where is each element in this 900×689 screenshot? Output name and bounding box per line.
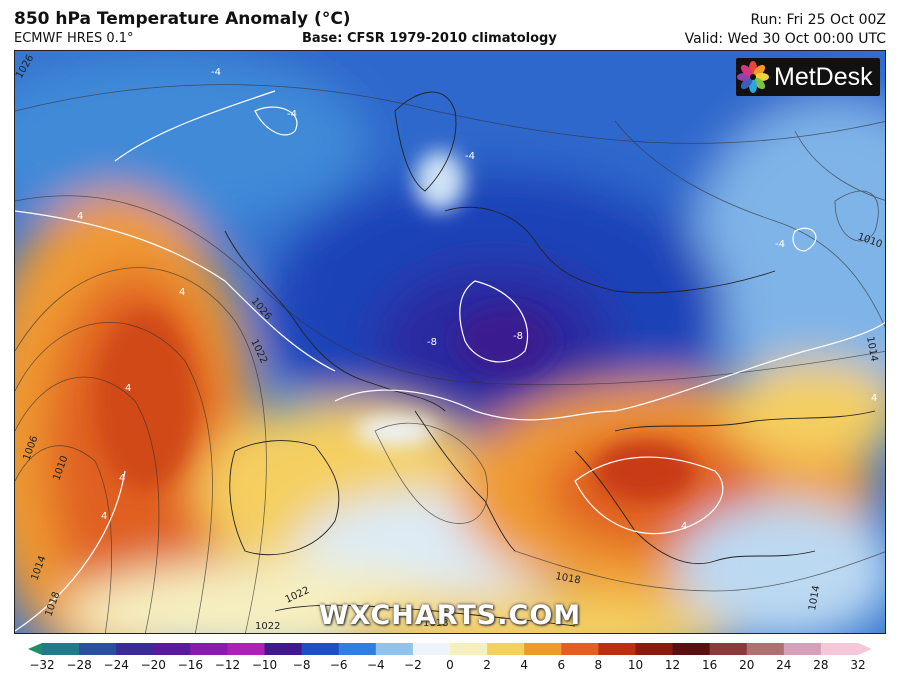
colorbar-segment [709,643,748,655]
chart-title: 850 hPa Temperature Anomaly (°C) [14,9,351,29]
colorbar-tick-label: −4 [366,658,385,672]
colorbar-tick-label: 16 [701,658,718,672]
colorbar-tick-label: −8 [292,658,311,672]
isobar-label: 1014 [864,336,879,363]
colorbar-segment [635,643,674,655]
colorbar-tick-label: 6 [557,658,566,672]
colorbar-tick-label: 28 [813,658,829,672]
colorbar-ticks: −32 −28 −24 −20 −16 −12 −10 −8 −6 −4 −2 0 2 4 6 8 10 12 16… [0,658,900,678]
colorbar-segment [79,643,117,655]
anomaly-label: 4 [681,521,687,532]
colorbar-segment [42,643,80,655]
colorbar-tick-label: 4 [520,658,528,672]
anomaly-map: 1026 1026 1022 1006 1010 1014 1018 1022 … [14,50,886,634]
anomaly-label: 4 [871,393,877,404]
colorbar-tick-label: 20 [739,658,755,672]
colorbar [28,643,872,655]
colorbar-tick-label: 24 [776,658,792,672]
colorbar-tick-label: −16 [177,658,204,672]
colorbar-segment [116,643,154,655]
colorbar-tick-label: −12 [214,658,241,672]
colorbar-tick-label: 32 [850,658,866,672]
logo-text: MetDesk [774,62,873,91]
colorbar-segment [598,643,637,655]
colorbar-segment [153,643,191,655]
model-name: ECMWF HRES 0.1° [14,31,134,46]
colorbar-tick-label: −20 [140,658,166,672]
anomaly-label: -4 [775,239,785,250]
anomaly-labels: 4 -4 -4 -8 -8 4 4 -4 -4 4 4 4 4 [77,67,877,532]
isobar-label: 1018 [423,618,448,629]
colorbar-tick-label: 0 [446,658,454,672]
colorbar-segment [264,643,303,655]
colorbar-tick-label: 8 [594,658,603,672]
anomaly-label: 4 [179,287,185,298]
colorbar-tick-label: −32 [29,658,55,672]
colorbar-segment [672,643,711,655]
colorbar-tick-label: 2 [483,658,491,672]
colorbar-tick-label: −10 [251,658,278,672]
colorbar-max-arrow [858,643,872,655]
anomaly-contours [15,90,885,632]
coastlines [224,91,876,627]
map-canvas: 1026 1026 1022 1006 1010 1014 1018 1022 … [15,51,885,633]
colorbar-segment [301,643,340,655]
watermark: WXCHARTS.COM [318,600,582,631]
climatology-base: Base: CFSR 1979-2010 climatology [302,31,557,46]
anomaly-label: 4 [77,211,83,222]
colorbar-segment [227,643,266,655]
anomaly-label: 4 [101,511,107,522]
isobar-label: 1022 [255,621,280,632]
colorbar-segment [375,643,414,655]
colorbar-segment [561,643,599,655]
colorbar-segment [524,643,562,655]
colorbar-tick-label: −28 [66,658,92,672]
anomaly-label: -8 [427,337,437,348]
metdesk-logo: MetDesk [736,58,880,96]
colorbar-segment [783,643,822,655]
colorbar-tick-label: −2 [404,658,422,672]
colorbar-segment [338,643,377,655]
colorbar-segment [487,643,525,655]
colorbar-tick-label: 10 [627,658,644,672]
colorbar-segment [746,643,785,655]
anomaly-label: -4 [287,109,297,120]
anomaly-label: -8 [513,331,523,342]
anomaly-cores [95,151,695,501]
metdesk-flower-icon [737,61,769,93]
run-time: Run: Fri 25 Oct 00Z [750,12,886,28]
colorbar-tick-label: 12 [664,658,681,672]
anomaly-label: -4 [211,67,221,78]
isobar-label: 1018 [554,571,581,586]
anomaly-label: 4 [119,473,125,484]
colorbar-segment [820,643,859,655]
anomaly-label: -4 [465,151,475,162]
colorbar-tick-label: −6 [329,658,348,672]
isobar-label: 1014 [807,585,822,612]
isobars [15,84,885,633]
colorbar-tick-label: −24 [103,658,129,672]
anomaly-label: 4 [125,383,131,394]
valid-time: Valid: Wed 30 Oct 00:00 UTC [684,31,886,47]
colorbar-segment [412,643,451,655]
colorbar-segment [190,643,229,655]
colorbar-min-arrow [28,643,42,655]
colorbar-segment [450,643,488,655]
